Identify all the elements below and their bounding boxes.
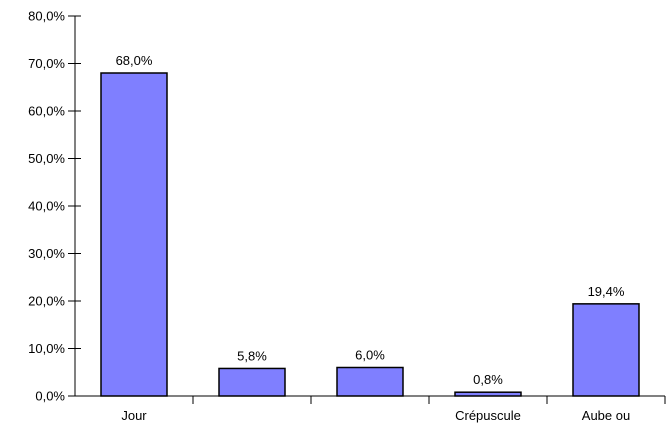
bars bbox=[100, 72, 640, 397]
bar bbox=[218, 367, 286, 397]
data-label: 0,8% bbox=[473, 372, 503, 387]
data-label: 6,0% bbox=[355, 348, 385, 363]
y-tick-label: 80,0% bbox=[28, 9, 65, 24]
bar bbox=[336, 366, 404, 397]
x-tick-label: Crépuscule bbox=[455, 408, 521, 423]
data-label: 5,8% bbox=[237, 348, 267, 363]
data-label: 19,4% bbox=[588, 284, 625, 299]
bar bbox=[454, 391, 522, 397]
y-tick-label: 10,0% bbox=[28, 341, 65, 356]
y-tick-label: 50,0% bbox=[28, 151, 65, 166]
x-tick-label: Aube ou bbox=[582, 408, 630, 423]
axes bbox=[68, 15, 666, 404]
data-label: 68,0% bbox=[116, 53, 153, 68]
y-tick-label: 0,0% bbox=[35, 389, 65, 404]
labels: 0,0% 10,0% 20,0% 30,0% 40,0% 50,0% 60,0% 70,0% 8… bbox=[28, 9, 630, 424]
y-tick-label: 70,0% bbox=[28, 56, 65, 71]
y-tick-label: 30,0% bbox=[28, 246, 65, 261]
y-tick-label: 20,0% bbox=[28, 294, 65, 309]
x-tick-label: Jour bbox=[121, 408, 147, 423]
bar bbox=[100, 72, 168, 397]
y-tick-label: 60,0% bbox=[28, 104, 65, 119]
bar bbox=[572, 303, 640, 397]
y-tick-label: 40,0% bbox=[28, 199, 65, 214]
